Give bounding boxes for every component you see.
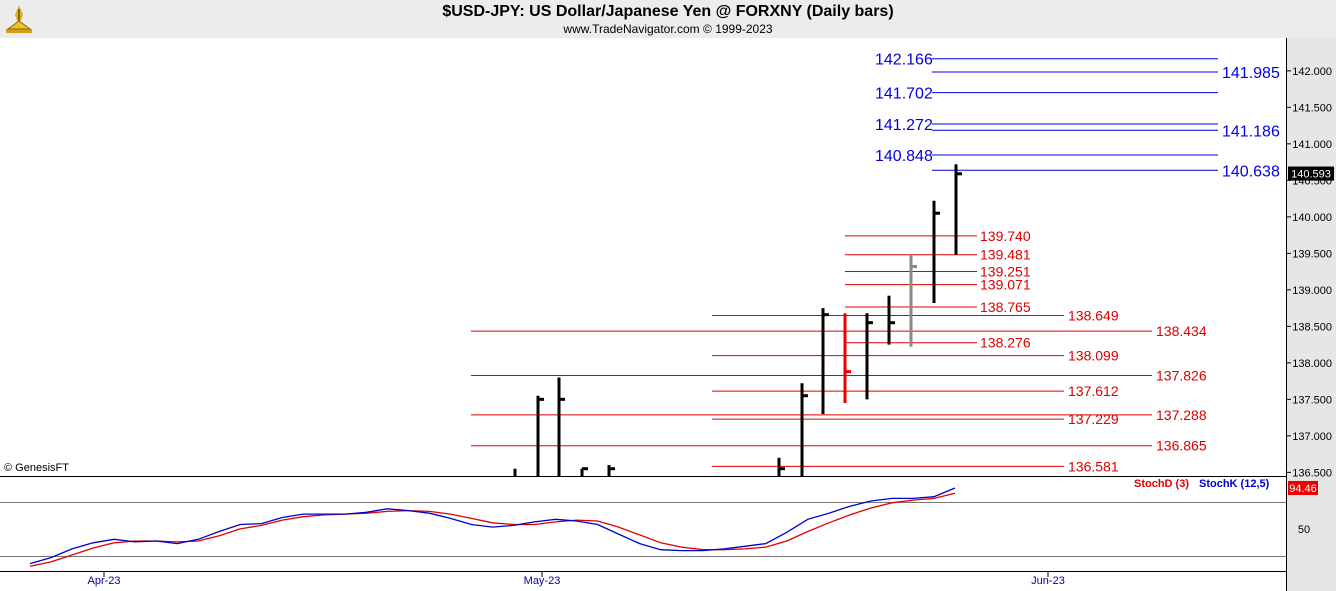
- date-tick-label: Apr-23: [87, 575, 120, 587]
- last-price-label: 140.593: [1291, 169, 1331, 181]
- chart-subtitle: www.TradeNavigator.com © 1999-2023: [563, 22, 773, 36]
- level-label-red: 138.099: [1068, 348, 1119, 364]
- stoch-last-label: 94.46: [1289, 483, 1317, 495]
- stoch-last-marker: [1288, 480, 1318, 495]
- date-tick-label: May-23: [524, 575, 561, 587]
- level-label-red: 136.865: [1156, 438, 1207, 454]
- level-label-red: 138.276: [980, 335, 1031, 351]
- stoch-k-legend: StochK (12,5): [1199, 478, 1270, 490]
- level-label-blue: 141.272: [875, 117, 933, 134]
- level-label-red: 138.434: [1156, 323, 1207, 339]
- level-label-blue: 142.166: [875, 52, 933, 69]
- chart-header: $USD-JPY: US Dollar/Japanese Yen @ FORXN…: [0, 0, 1336, 38]
- level-label-red: 138.649: [1068, 307, 1119, 323]
- price-tick-label: 140.000: [1292, 212, 1332, 224]
- stoch-k-line: [29, 487, 956, 565]
- level-label-red: 137.826: [1156, 368, 1207, 384]
- level-label-red: 138.765: [980, 299, 1031, 315]
- price-tick-label: 138.000: [1292, 358, 1332, 370]
- level-label-red: 139.071: [980, 277, 1031, 293]
- stoch-d-line: [29, 492, 956, 567]
- level-label-blue: 141.985: [1222, 65, 1280, 82]
- trade-navigator-logo-icon: [6, 5, 32, 33]
- copyright-label: © GenesisFT: [4, 462, 69, 474]
- price-tick-label: 137.500: [1292, 394, 1332, 406]
- stoch-tick-label: 50: [1298, 524, 1310, 536]
- price-tick-label: 141.500: [1292, 102, 1332, 114]
- level-label-blue: 141.702: [875, 86, 933, 103]
- level-label-blue: 141.186: [1222, 123, 1280, 140]
- price-tick-label: 139.500: [1292, 248, 1332, 260]
- level-label-red: 137.229: [1068, 411, 1119, 427]
- last-price-marker: [1288, 166, 1334, 181]
- level-label-red: 139.481: [980, 247, 1031, 263]
- price-tick-label: 139.000: [1292, 285, 1332, 297]
- chart-title: $USD-JPY: US Dollar/Japanese Yen @ FORXN…: [442, 3, 894, 20]
- price-axis-panel: [1286, 38, 1336, 591]
- level-label-red: 136.581: [1068, 458, 1119, 474]
- price-tick-label: 142.000: [1292, 66, 1332, 78]
- stoch-d-legend: StochD (3): [1134, 478, 1189, 490]
- price-tick-label: 141.000: [1292, 139, 1332, 151]
- date-tick-label: Jun-23: [1031, 575, 1065, 587]
- level-label-red: 139.740: [980, 228, 1031, 244]
- level-label-red: 137.288: [1156, 407, 1207, 423]
- price-tick-label: 138.500: [1292, 321, 1332, 333]
- price-tick-label: 136.500: [1292, 467, 1332, 479]
- level-label-red: 137.612: [1068, 383, 1119, 399]
- level-label-red: 139.251: [980, 264, 1031, 280]
- price-tick-label: 137.000: [1292, 431, 1332, 443]
- level-label-blue: 140.848: [875, 148, 933, 165]
- level-label-blue: 140.638: [1222, 163, 1280, 180]
